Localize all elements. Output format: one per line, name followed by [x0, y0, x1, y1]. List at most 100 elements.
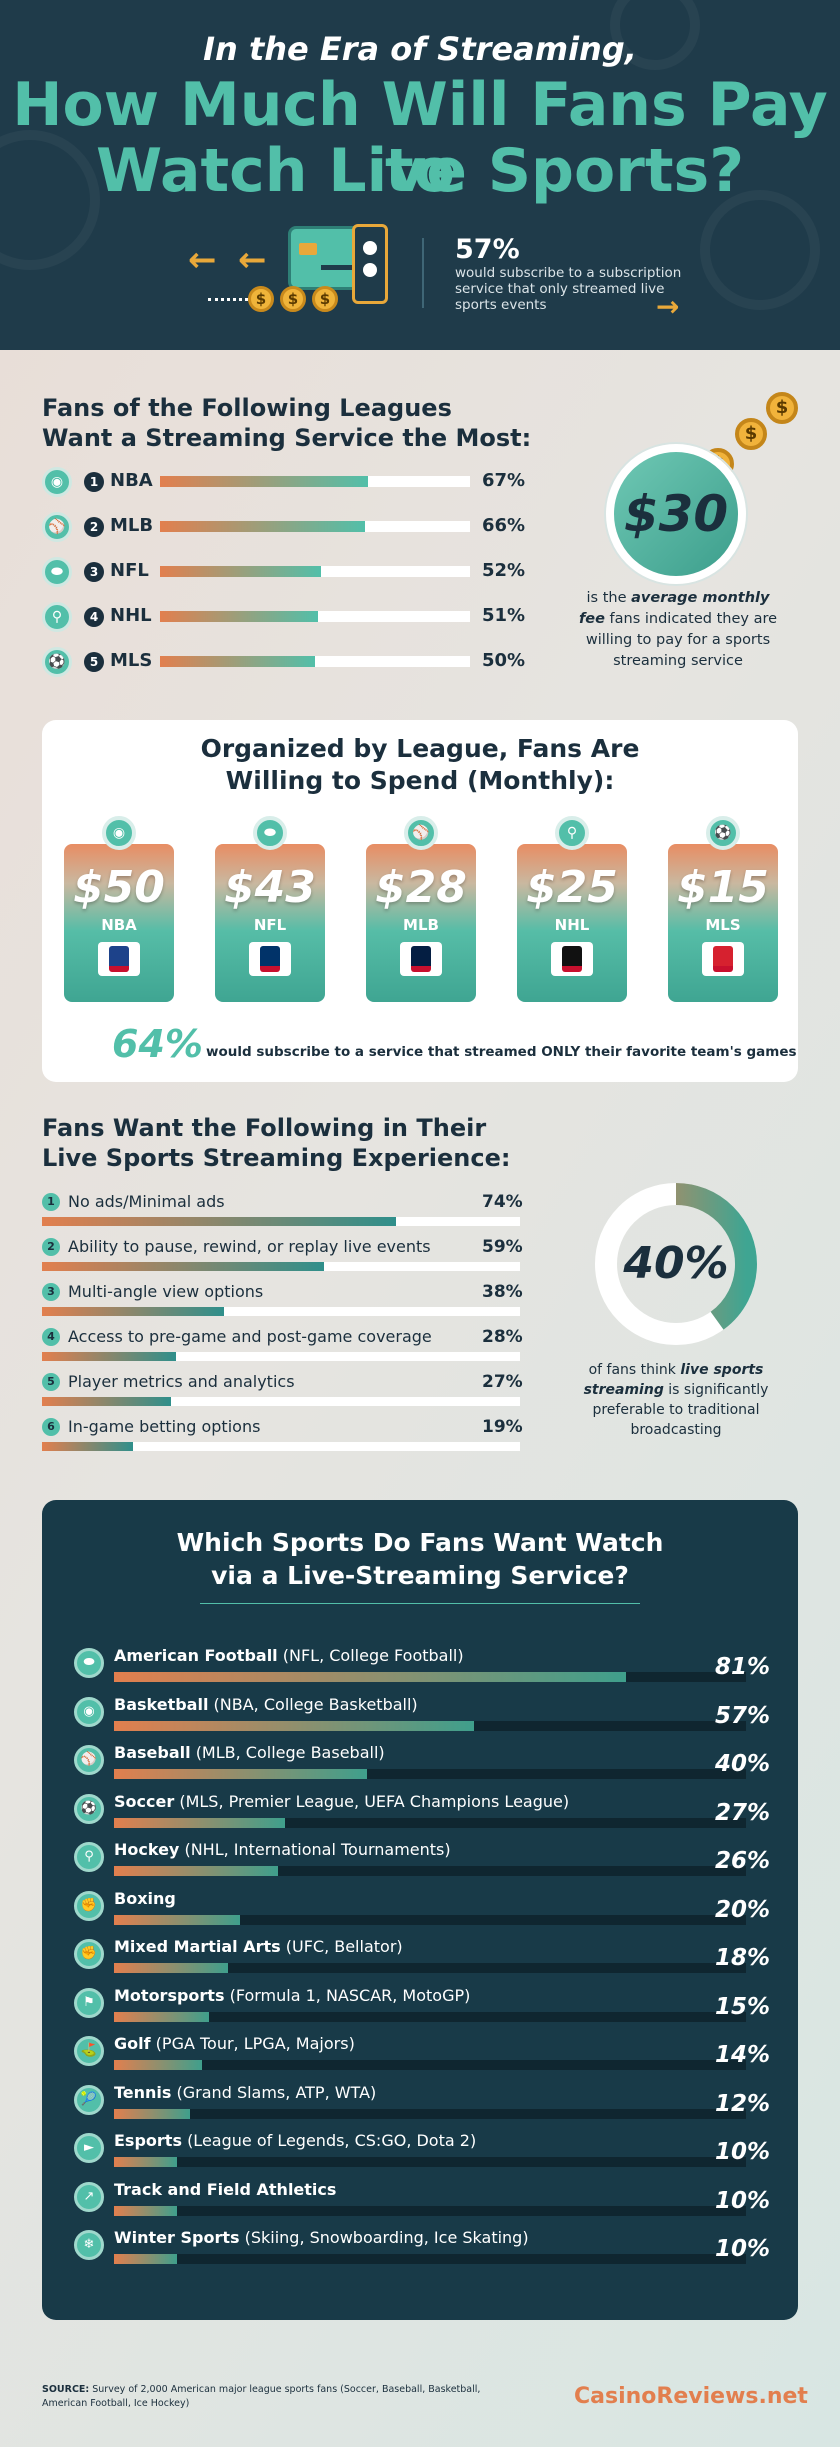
decor-ball-icon	[0, 130, 100, 270]
feature-number: 6	[42, 1418, 60, 1436]
feature-label: No ads/Minimal ads	[68, 1192, 225, 1211]
rank-badge: 2	[84, 517, 104, 537]
dollar-coin-icon: $	[766, 392, 798, 424]
sport-label: Baseball (MLB, College Baseball)	[114, 1743, 385, 1762]
sports-title-line-2: via a Live-Streaming Service?	[211, 1561, 629, 1590]
sport-detail: (MLS, Premier League, UEFA Champions Lea…	[179, 1791, 570, 1811]
sport-bar-fill	[114, 1914, 241, 1925]
sport-icon: ⚑	[74, 1987, 104, 2018]
sport-label: Boxing	[114, 1889, 176, 1908]
sport-detail: (League of Legends, CS:GO, Dota 2)	[187, 2131, 477, 2150]
sport-label: Motorsports (Formula 1, NASCAR, MotoGP)	[114, 1986, 470, 2005]
sport-bar-fill	[114, 1963, 228, 1973]
sport-label: Mixed Martial Arts (UFC, Bellator)	[114, 1937, 403, 1956]
sport-label: Soccer (MLS, Premier League, UEFA Champi…	[114, 1792, 569, 1811]
sport-pct: 18%	[715, 1945, 771, 1971]
sport-icon: ►	[74, 2133, 104, 2163]
feature-label: Player metrics and analytics	[68, 1372, 295, 1391]
sport-bar-track	[114, 1720, 746, 1731]
header-banner: In the Era of Streaming, How Much Will F…	[0, 0, 840, 350]
sport-bar-track	[114, 2157, 746, 2167]
stat-percentage: 57%	[455, 234, 520, 265]
league-card: $43 NFL	[215, 844, 325, 1002]
league-pct: 67%	[482, 470, 526, 491]
league-sport-icon: ⚽	[42, 647, 72, 677]
sport-pct: 27%	[715, 1799, 771, 1826]
league-name: NBA	[110, 470, 153, 491]
brand-logo: CasinoReviews.net	[574, 2384, 808, 2409]
donut-text: of fans think live sports streaming is s…	[583, 1362, 769, 1438]
sport-name: Track and Field Athletics	[114, 2179, 337, 2199]
sport-name: Boxing	[114, 1888, 176, 1908]
sport-bar-fill	[114, 2060, 203, 2070]
league-logo-icon	[98, 942, 140, 976]
feature-bar-fill	[42, 1262, 325, 1271]
sport-icon: ✊	[74, 1939, 104, 1969]
rank-badge: 4	[84, 607, 104, 627]
league-card: $15 MLS	[668, 844, 778, 1002]
league-pct: 50%	[482, 650, 526, 671]
sport-label: American Football (NFL, College Football…	[114, 1646, 464, 1665]
sport-bar-fill	[114, 2157, 178, 2167]
sport-label: Golf (PGA Tour, LPGA, Majors)	[114, 2034, 355, 2053]
sport-pct: 10%	[715, 2187, 771, 2214]
title-line-1: In the Era of Streaming,	[203, 30, 637, 68]
league-name: NFL	[110, 560, 149, 581]
sport-pct: 81%	[715, 1654, 771, 1680]
sport-bar-fill	[114, 2205, 178, 2216]
favorite-team-text: would subscribe to a service that stream…	[206, 1044, 797, 1060]
feature-number: 5	[42, 1373, 60, 1391]
sports-title-line-1: Which Sports Do Fans Want Watch	[176, 1528, 664, 1557]
sport-icon: ↗	[74, 2181, 104, 2212]
sport-label: Track and Field Athletics	[114, 2180, 336, 2199]
sport-label: Basketball (NBA, College Basketball)	[114, 1695, 418, 1714]
donut-value: 40%	[623, 1238, 729, 1289]
sport-name: Hockey	[114, 1840, 180, 1859]
favorite-team-pct: 64%	[112, 1022, 203, 1066]
league-bar-track	[160, 656, 470, 667]
title-line-2: How Much Will Fans Pay to	[12, 70, 828, 206]
coin-icon: $	[312, 286, 338, 312]
sport-icon: ✊	[74, 1890, 104, 1921]
feature-pct: 74%	[482, 1192, 523, 1212]
sport-pct: 10%	[715, 2139, 771, 2165]
feature-bar-track	[42, 1307, 520, 1316]
sport-detail: (NBA, College Basketball)	[213, 1694, 418, 1714]
sport-pct: 26%	[715, 1848, 771, 1874]
arrow-left-icon: ←	[238, 240, 267, 280]
sport-detail: (Skiing, Snowboarding, Ice Skating)	[244, 2228, 529, 2247]
sport-bar-fill	[114, 1769, 367, 1779]
preference-donut	[595, 1183, 757, 1345]
sport-bar-track	[114, 1672, 746, 1682]
sport-label: Esports (League of Legends, CS:GO, Dota …	[114, 2131, 476, 2150]
sport-icon: ❄	[74, 2230, 104, 2260]
league-name: MLS	[110, 650, 153, 671]
sport-detail: (Formula 1, NASCAR, MotoGP)	[229, 1985, 471, 2005]
sport-bar-track	[114, 1769, 746, 1779]
divider	[422, 238, 424, 308]
league-name: NHL	[110, 605, 152, 626]
feature-bar-track	[42, 1262, 520, 1271]
league-bar-fill	[160, 656, 315, 667]
sport-bar-fill	[114, 1720, 475, 1731]
league-sport-icon: ⚾	[42, 512, 72, 542]
arrow-right-icon: →	[656, 290, 680, 323]
feature-bar-fill	[42, 1217, 396, 1226]
title-underline	[200, 1603, 640, 1604]
spend-title-line-2: Willing to Spend (Monthly):	[225, 766, 615, 795]
feature-pct: 27%	[482, 1372, 523, 1392]
feature-number: 4	[42, 1328, 60, 1346]
coin-icon: $	[280, 286, 306, 312]
sport-bar-fill	[114, 1672, 626, 1682]
feature-pct: 28%	[482, 1327, 523, 1347]
spend-title-line-1: Organized by League, Fans Are	[200, 734, 640, 763]
sports-panel: Which Sports Do Fans Want Watch via a Li…	[42, 1500, 798, 2320]
league-card-value: $43	[224, 862, 316, 913]
sport-name: Winter Sports	[114, 2228, 240, 2247]
league-card-name: NBA	[101, 916, 137, 934]
sport-detail: (NFL, College Football)	[282, 1646, 464, 1665]
league-pct: 52%	[482, 560, 526, 581]
sport-bar-fill	[114, 1866, 279, 1876]
league-logo-icon	[551, 942, 593, 976]
league-card-name: MLS	[705, 916, 741, 934]
